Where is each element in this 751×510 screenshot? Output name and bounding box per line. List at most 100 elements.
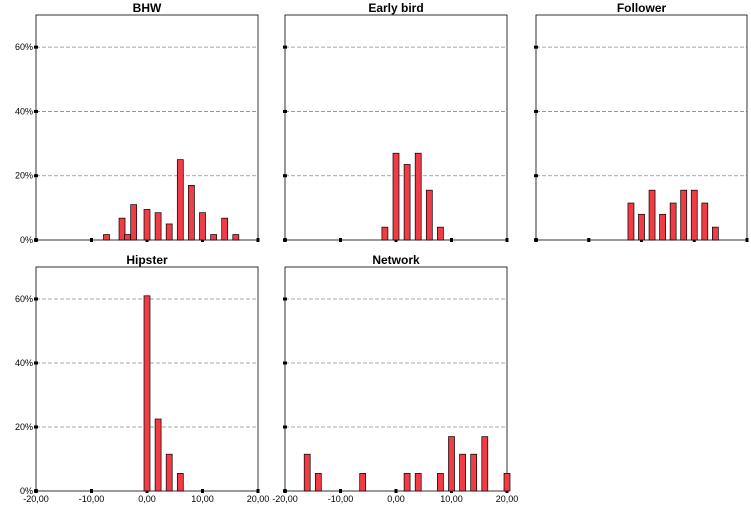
panel-hipster: Hipster 0% 20% 40% 60% -20,00 -10,00 0,00 10,00 2… <box>15 253 269 504</box>
x-tick-mark <box>339 238 342 242</box>
histogram-bar <box>359 473 367 492</box>
x-tick-label: 10,00 <box>440 494 463 504</box>
x-tick-mark <box>283 489 287 493</box>
y-tick-mark <box>283 297 287 301</box>
histogram-bar <box>659 213 666 241</box>
y-tick-mark <box>283 109 287 113</box>
histogram-bar <box>130 204 138 241</box>
panel-title: BHW <box>133 1 162 15</box>
x-tick-mark <box>450 238 453 242</box>
x-tick-label: 0,00 <box>138 494 156 504</box>
y-tick-label: 20% <box>15 171 33 181</box>
plot-frame <box>535 14 748 241</box>
x-tick-mark <box>587 238 591 242</box>
panel-title: Follower <box>617 1 667 15</box>
histogram-bar <box>437 473 444 492</box>
panel-bhw: BHW 0% 20% 40% 60% <box>15 1 260 245</box>
histogram-bar <box>199 212 206 241</box>
histogram-bar <box>627 202 635 241</box>
x-tick-mark <box>34 489 38 493</box>
x-tick-mark <box>256 489 260 493</box>
histogram-bar <box>437 226 444 241</box>
histogram-bar <box>188 185 195 241</box>
y-tick-label: 0% <box>20 486 33 496</box>
x-tick-label: 0,00 <box>387 494 405 504</box>
x-tick-mark <box>283 238 287 242</box>
histogram-bar <box>165 223 173 241</box>
histogram-bar <box>303 453 311 492</box>
panel-title: Network <box>372 253 420 267</box>
y-tick-mark <box>534 109 538 113</box>
y-tick-mark <box>283 174 287 178</box>
histogram-bar <box>481 436 489 492</box>
x-tick-label: 10,00 <box>191 494 214 504</box>
x-tick-label: -10,00 <box>328 494 354 504</box>
histogram-bar <box>680 189 688 241</box>
y-tick-mark <box>534 174 538 178</box>
histogram-bar <box>103 234 110 241</box>
histogram-bar <box>669 202 677 241</box>
y-tick-label: 60% <box>15 294 33 304</box>
histogram-bar <box>425 189 433 241</box>
y-tick-label: 40% <box>15 106 33 116</box>
histogram-bar <box>118 217 126 241</box>
x-tick-label: 20,00 <box>496 494 519 504</box>
panel-follower: Follower <box>534 1 749 242</box>
x-tick-mark <box>505 238 509 242</box>
x-tick-mark <box>745 238 749 242</box>
histogram-bar <box>414 473 422 492</box>
y-tick-mark <box>34 425 38 429</box>
y-tick-mark <box>283 45 287 49</box>
histogram-bar <box>701 202 709 241</box>
histogram-bar <box>381 226 389 241</box>
histogram-bar <box>392 152 400 241</box>
histogram-bar <box>143 295 151 492</box>
histogram-bar <box>154 212 162 241</box>
histogram-bar <box>690 189 698 241</box>
y-tick-label: 0% <box>20 235 33 245</box>
histogram-bar <box>176 473 184 492</box>
histogram-bar <box>165 453 173 492</box>
y-tick-label: 20% <box>15 422 33 432</box>
plot-frame <box>35 14 259 241</box>
x-tick-mark <box>534 238 538 242</box>
y-tick-mark <box>34 45 38 49</box>
y-tick-mark <box>534 45 538 49</box>
histogram-bar <box>448 436 455 492</box>
x-tick-label: 20,00 <box>247 494 270 504</box>
x-tick-mark <box>90 238 93 242</box>
y-tick-label: 40% <box>15 358 33 368</box>
y-tick-mark <box>34 109 38 113</box>
panel-network: Network -20,00 -10,00 0,00 10,00 20,00 <box>272 253 518 504</box>
histogram-bar <box>470 453 478 492</box>
histogram-bar <box>154 418 162 492</box>
x-tick-mark <box>394 489 398 493</box>
histogram-bar <box>232 234 240 241</box>
y-tick-mark <box>283 361 287 365</box>
panel-early-bird: Early bird <box>283 1 509 242</box>
histogram-bar <box>143 209 151 241</box>
y-tick-mark <box>34 297 38 301</box>
histogram-bar <box>221 217 229 241</box>
histogram-bar <box>403 473 411 492</box>
histogram-bar <box>638 213 645 241</box>
histogram-bar <box>459 453 466 492</box>
x-tick-mark <box>90 489 93 493</box>
x-tick-label: -20,00 <box>23 494 49 504</box>
y-tick-mark <box>34 361 38 365</box>
histogram-bar <box>176 159 184 241</box>
x-tick-mark <box>34 238 38 242</box>
histogram-bar <box>124 234 131 241</box>
y-tick-mark <box>283 425 287 429</box>
y-tick-label: 60% <box>15 42 33 52</box>
x-tick-label: -20,00 <box>272 494 298 504</box>
x-tick-mark <box>201 489 204 493</box>
x-tick-label: -10,00 <box>79 494 105 504</box>
histogram-bar <box>648 189 656 241</box>
histogram-bar <box>414 152 422 241</box>
histogram-bar <box>403 164 411 241</box>
histogram-bar <box>711 226 719 241</box>
histogram-bar <box>314 473 322 492</box>
y-tick-mark <box>34 174 38 178</box>
